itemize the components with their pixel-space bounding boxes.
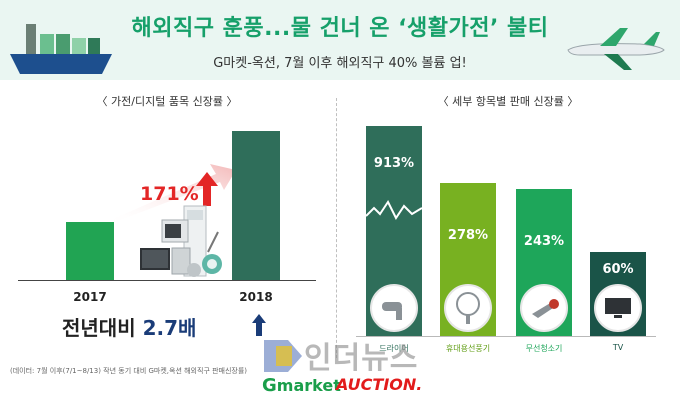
cordless-vacuum-icon (520, 284, 568, 332)
right-axis-line (356, 336, 656, 337)
category-label-tv: TV (612, 343, 624, 352)
category-label-portable-fan: 휴대용선풍기 (445, 344, 491, 353)
growth-trend-arrow (106, 164, 236, 224)
value-label-cordless-vacuum: 243% (523, 234, 565, 249)
left-chart-panel: 〈 가전/디지털 품목 신장률 〉 (8, 85, 326, 365)
category-label-hair-dryer: 드라이어 (379, 344, 409, 353)
tv-icon (594, 284, 642, 332)
category-label-cordless-vacuum: 무선청소기 (525, 344, 563, 353)
left-axis-line (18, 280, 316, 281)
yoy-summary: 전년대비 2.7배 (62, 312, 196, 341)
watermark-emblem (264, 340, 302, 372)
bar-2018 (232, 131, 280, 280)
value-label-portable-fan: 278% (447, 228, 489, 243)
left-chart-title: 〈 가전/디지털 품목 신장률 〉 (96, 95, 238, 108)
header-banner (0, 0, 680, 80)
x-tick-2018: 2018 (239, 290, 273, 304)
bar-2017 (66, 222, 114, 280)
x-tick-2017: 2017 (73, 290, 107, 304)
yoy-prefix: 전년대비 (62, 316, 136, 340)
axis-break-mark (366, 200, 422, 220)
page-subtitle: G마켓-옥션, 7월 이후 해외직구 40% 볼륨 업! (213, 56, 467, 71)
auction-logo: AUCTION. (336, 375, 423, 394)
watermark-text: 인더뉴스 (304, 341, 419, 376)
navy-up-arrow-icon (252, 314, 266, 336)
panel-divider (336, 98, 337, 358)
airplane-icon (567, 28, 665, 70)
hair-dryer-icon (370, 284, 418, 332)
gmarket-logo: Gmarket (262, 375, 341, 396)
portable-fan-icon (444, 284, 492, 332)
value-label-tv: 60% (602, 262, 634, 277)
cargo-ship-icon (10, 24, 112, 74)
appliances-illustration (140, 205, 222, 277)
red-up-arrow-icon (196, 172, 218, 206)
page-title: 해외직구 훈풍...물 건너 온 ‘생활가전’ 불티 (131, 16, 549, 41)
yoy-value: 2.7배 (142, 316, 197, 340)
growth-rate-label: 171% (140, 183, 199, 205)
right-chart-title: 〈 세부 항목별 판매 신장률 〉 (437, 95, 579, 108)
value-label-hair-dryer: 913% (373, 156, 415, 171)
right-chart-panel: 〈 세부 항목별 판매 신장률 〉 (344, 85, 672, 365)
data-source-footnote: (데이터: 7월 이후(7/1~8/13) 작년 동기 대비 G마켓,옥션 해외… (10, 367, 248, 375)
